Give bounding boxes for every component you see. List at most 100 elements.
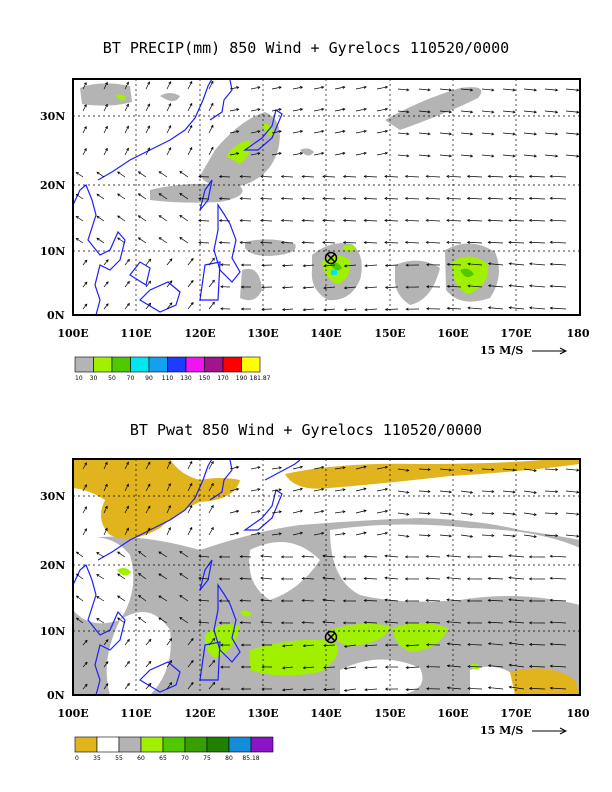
wind-vector — [343, 242, 357, 244]
wind-vector — [364, 220, 378, 222]
wind-vector-head — [446, 196, 450, 200]
wind-vector-head — [528, 196, 532, 200]
wind-vector-head — [406, 534, 410, 538]
wind-vector-head — [549, 598, 553, 602]
wind-vector-head — [84, 281, 88, 285]
wind-vector-head — [470, 534, 474, 538]
wind-vector — [303, 308, 315, 311]
wind-vector-head — [363, 509, 367, 513]
wind-vector-head — [343, 308, 347, 312]
wind-vector-head — [302, 286, 306, 290]
wind-vector — [481, 512, 494, 515]
wind-vector — [376, 86, 388, 90]
wind-vector — [508, 599, 525, 602]
wind-vector — [260, 555, 273, 558]
wind-vector — [229, 86, 239, 90]
wind-vector-head — [487, 218, 491, 222]
wind-vector — [166, 527, 171, 536]
wind-vector-head — [533, 110, 538, 114]
wind-vector — [508, 621, 525, 624]
wind-vector-head — [261, 307, 265, 311]
wind-vector — [96, 193, 105, 200]
legend-label: 110 — [162, 375, 174, 382]
wind-vector — [439, 154, 452, 157]
wind-vector-head — [169, 682, 173, 686]
wind-vector-head — [466, 196, 470, 200]
wind-vector-head — [508, 620, 512, 624]
wind-vector-head — [218, 219, 222, 223]
wind-vector-head — [426, 665, 430, 669]
wind-vector-head — [427, 512, 431, 516]
wind-vector-head — [364, 688, 368, 692]
wind-vector — [550, 307, 567, 310]
legend-swatch — [184, 736, 208, 753]
wind-vector — [509, 285, 525, 288]
wind-vector — [145, 527, 151, 536]
wind-vector-head — [302, 644, 306, 648]
wind-vector-head — [75, 617, 80, 621]
wind-vector-head — [278, 532, 282, 536]
lon-label: 100E — [57, 707, 88, 720]
wind-vector — [418, 132, 431, 135]
legend-label: 35 — [93, 755, 101, 762]
wind-vector-head — [218, 175, 222, 179]
wind-vector-head — [218, 577, 222, 581]
wind-vector — [117, 215, 126, 222]
wind-vector — [166, 280, 173, 288]
wind-vector — [523, 154, 537, 157]
wind-vector-head — [342, 510, 346, 514]
wind-vector — [481, 154, 494, 157]
wind-vector — [364, 578, 378, 580]
wind-vector-head — [322, 218, 326, 222]
wind-vector — [529, 666, 546, 668]
wind-vector — [488, 687, 504, 690]
wind-vector — [166, 258, 173, 266]
wind-vector-head — [239, 577, 243, 581]
wind-vector — [467, 219, 483, 222]
wind-vector — [292, 532, 303, 536]
wind-vector — [334, 467, 346, 470]
wind-vector — [240, 176, 252, 178]
wind-vector-head — [491, 512, 495, 516]
wind-vector-head — [236, 465, 240, 469]
wind-vector — [508, 219, 525, 222]
wind-vector — [544, 490, 558, 493]
wind-vector-head — [576, 468, 580, 472]
wind-vector-head — [323, 286, 327, 290]
ref-vector-arrow-icon — [532, 347, 568, 355]
wind-vector-head — [549, 620, 553, 624]
wind-vector-head — [466, 240, 470, 244]
wind-vector-head — [384, 286, 389, 290]
wind-vector-head — [218, 555, 222, 559]
wind-vector-head — [384, 107, 389, 111]
wind-vector — [550, 621, 567, 624]
wind-vector-head — [301, 621, 305, 625]
wind-vector-head — [487, 196, 491, 200]
wind-vector — [447, 263, 462, 266]
wind-vector — [488, 197, 504, 200]
wind-vector-head — [446, 218, 450, 222]
wind-vector-head — [84, 484, 87, 488]
wind-vector-head — [529, 262, 533, 266]
wind-vector-head — [75, 573, 80, 577]
wind-vector-head — [470, 490, 474, 494]
wind-vector-head — [147, 461, 151, 465]
wind-vector-head — [466, 555, 470, 559]
wind-vector — [384, 577, 399, 580]
wind-vector — [292, 488, 303, 492]
wind-vector-head — [179, 595, 183, 598]
wind-vector-head — [299, 130, 304, 133]
wind-vector-head — [508, 240, 512, 244]
wind-vector-head — [126, 660, 130, 665]
legend-swatch — [93, 356, 113, 373]
wind-vector-head — [158, 595, 162, 599]
wind-vector-head — [105, 303, 109, 307]
lon-label: 180 — [567, 707, 590, 720]
wind-vector — [198, 198, 210, 200]
wind-vector-head — [137, 171, 141, 175]
wind-vector — [426, 241, 441, 244]
wind-vector — [322, 220, 336, 222]
wind-vector — [82, 506, 87, 514]
wind-vector — [344, 308, 357, 311]
wind-vector-head — [384, 465, 389, 469]
